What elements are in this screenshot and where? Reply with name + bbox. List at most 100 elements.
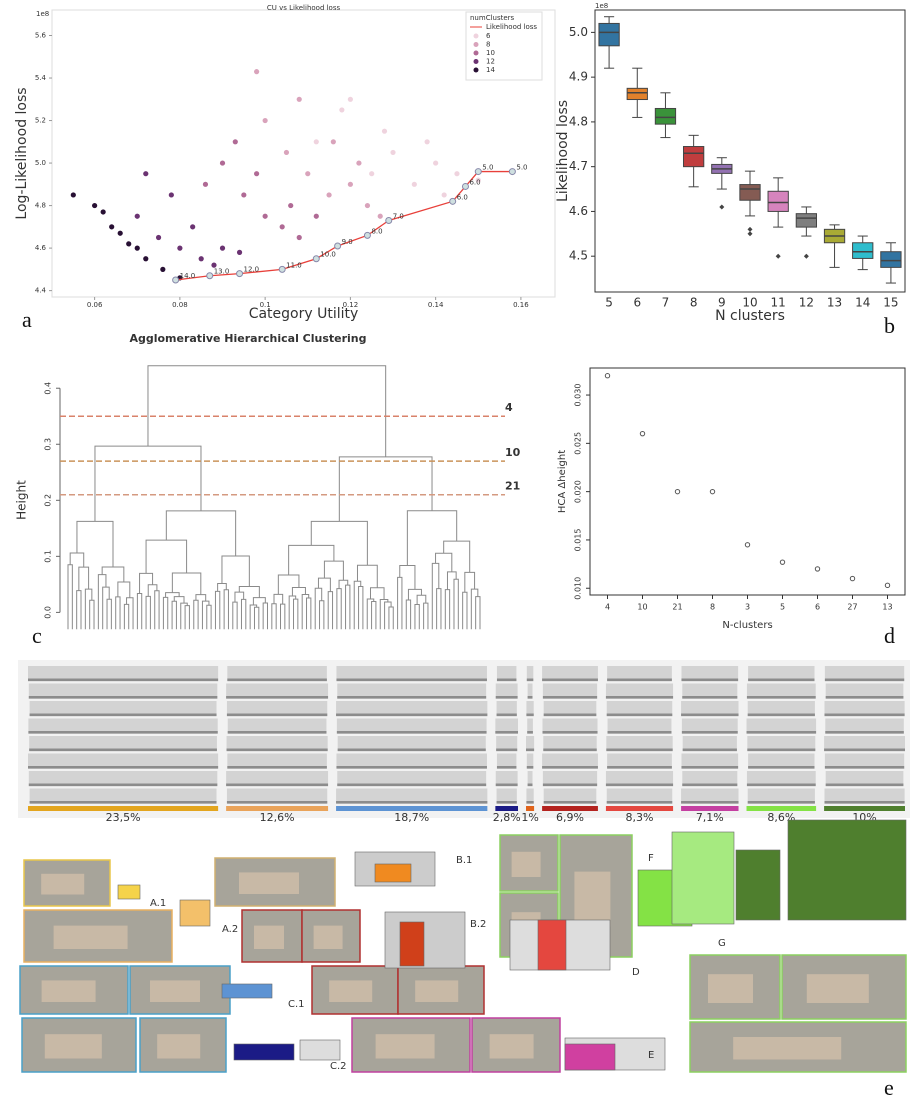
line-point xyxy=(363,231,371,239)
flow-edge xyxy=(226,748,328,751)
flow-edge xyxy=(526,713,534,716)
flow-edge xyxy=(527,696,533,699)
flow-band xyxy=(607,753,672,769)
cluster-bar xyxy=(495,806,519,811)
photo-detail xyxy=(41,980,96,1002)
flow-band xyxy=(227,753,327,769)
panel-label: a xyxy=(22,307,32,332)
flow-edge xyxy=(337,783,487,786)
flow-edge xyxy=(29,801,217,804)
flow-edge xyxy=(336,678,487,681)
line-point xyxy=(474,168,482,176)
dendrogram-link xyxy=(338,579,349,589)
flow-edge xyxy=(543,713,597,716)
scatter-point xyxy=(330,139,336,145)
block-icon xyxy=(537,919,567,971)
block-icon xyxy=(399,921,425,967)
flow-band xyxy=(226,788,328,804)
flow-edge xyxy=(227,678,327,681)
flow-edge xyxy=(824,748,905,751)
line-point xyxy=(278,265,286,273)
scatter-point xyxy=(283,149,290,156)
point-label: 9.0 xyxy=(342,238,353,246)
scatter-point xyxy=(475,177,481,183)
y-tick-label: 0.015 xyxy=(574,528,583,551)
x-tick-label: 3 xyxy=(745,603,750,612)
photo-detail xyxy=(708,974,753,1003)
flow-edge xyxy=(543,801,597,804)
dendrogram-link xyxy=(366,598,375,630)
flow-edge xyxy=(28,696,218,699)
outlier xyxy=(719,204,725,210)
dendrogram-link xyxy=(293,598,299,630)
block-icon xyxy=(787,819,907,921)
y-tick-label: 4.5 xyxy=(569,249,588,263)
dendrogram xyxy=(67,365,481,630)
legend-swatch xyxy=(473,33,479,39)
flow-edge xyxy=(746,696,816,699)
scatter-point xyxy=(305,171,311,177)
flow-edge xyxy=(825,783,904,786)
flow-edge xyxy=(496,748,518,751)
cluster-share: 12,6% xyxy=(260,811,295,824)
dendrogram-link xyxy=(232,601,238,630)
dendrogram-link xyxy=(89,599,95,630)
block-icon xyxy=(735,849,781,921)
dendrogram-link xyxy=(277,574,300,595)
point-label: 6.0 xyxy=(469,178,480,186)
flow-band xyxy=(227,666,327,682)
photo-detail xyxy=(511,851,541,877)
y-tick-label: 4.8 xyxy=(35,202,46,210)
flow-band xyxy=(606,701,673,717)
flow-edge xyxy=(607,678,672,681)
flow-band xyxy=(824,701,905,717)
block-icon xyxy=(233,1043,295,1061)
scatter-point xyxy=(377,213,383,219)
flow-edge xyxy=(496,766,517,769)
block-icon xyxy=(117,884,141,900)
y-tick-label: 4.7 xyxy=(569,159,588,173)
flow-edge xyxy=(495,696,518,699)
flow-band xyxy=(527,771,533,787)
dendrogram-link xyxy=(356,564,378,588)
scatter-point xyxy=(92,202,98,209)
photo-detail xyxy=(157,1034,201,1059)
scatter-point xyxy=(100,209,106,215)
flow-band xyxy=(747,701,815,717)
flow-edge xyxy=(681,801,739,804)
scatter-point xyxy=(198,256,204,262)
flow-band xyxy=(28,683,218,699)
scatter-point xyxy=(190,224,196,230)
flow-band xyxy=(336,718,487,734)
line-point xyxy=(172,276,180,284)
scatter-point xyxy=(126,241,132,247)
scatter-point xyxy=(211,262,217,268)
flow-band xyxy=(496,736,518,752)
plot-frame xyxy=(51,9,556,298)
dendrogram-link xyxy=(165,510,237,556)
flow-edge xyxy=(496,678,517,681)
cut-label: 10 xyxy=(505,446,521,459)
flow-band xyxy=(527,718,533,734)
y-tick-label: 4.4 xyxy=(35,287,47,295)
dendrogram-link xyxy=(407,588,422,600)
flow-edge xyxy=(542,696,598,699)
legend-box xyxy=(465,11,543,81)
dendrogram-link xyxy=(214,590,221,630)
line-point xyxy=(508,168,516,176)
scatter-point xyxy=(296,234,302,241)
flow-edge xyxy=(28,766,219,769)
y-tick-label: 5.4 xyxy=(35,74,47,82)
flow-band xyxy=(825,718,904,734)
dendrogram-link xyxy=(201,600,210,630)
flow-edge xyxy=(682,748,737,751)
x-tick-label: 6 xyxy=(633,296,641,310)
dendrogram-link xyxy=(184,605,190,630)
flow-band xyxy=(605,771,674,787)
cluster-bar xyxy=(746,806,817,811)
flow-band xyxy=(336,701,488,717)
flow-edge xyxy=(526,766,534,769)
flow-band xyxy=(28,753,219,769)
point-label: 13.0 xyxy=(214,268,230,276)
flow-band xyxy=(337,736,486,752)
